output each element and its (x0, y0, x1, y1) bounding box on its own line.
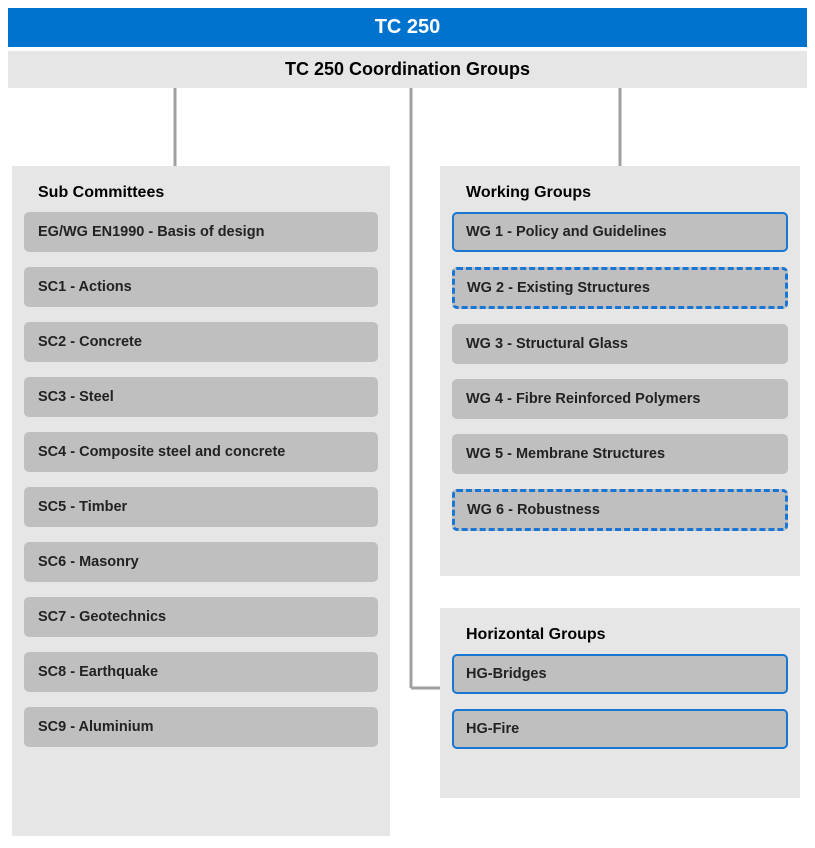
working-group-item-label: WG 6 - Robustness (467, 502, 600, 518)
horizontal-group-item-label: HG-Fire (466, 721, 519, 737)
coordination-title: TC 250 Coordination Groups (285, 59, 530, 79)
working-group-item-label: WG 1 - Policy and Guidelines (466, 224, 667, 240)
working-group-item-label: WG 5 - Membrane Structures (466, 446, 665, 462)
sub-committee-item: SC9 - Aluminium (24, 707, 378, 747)
sub-committee-item-label: SC3 - Steel (38, 389, 114, 405)
sub-committee-item: SC3 - Steel (24, 377, 378, 417)
sub-committee-item-label: SC7 - Geotechnics (38, 609, 166, 625)
sub-committee-item: SC7 - Geotechnics (24, 597, 378, 637)
panel-title-sub-committees: Sub Committees (24, 178, 378, 212)
panel-title-horizontal-groups: Horizontal Groups (452, 620, 788, 654)
sub-committee-item-label: SC5 - Timber (38, 499, 127, 515)
working-group-item: WG 4 - Fibre Reinforced Polymers (452, 379, 788, 419)
panel-title-working-groups: Working Groups (452, 178, 788, 212)
working-group-item: WG 2 - Existing Structures (452, 267, 788, 309)
panel-sub-committees: Sub Committees EG/WG EN1990 - Basis of d… (12, 166, 390, 836)
working-group-item-label: WG 3 - Structural Glass (466, 336, 628, 352)
sub-committee-item: SC4 - Composite steel and concrete (24, 432, 378, 472)
working-groups-list: WG 1 - Policy and Guidelines WG 2 - Exist… (452, 212, 788, 531)
sub-committee-item-label: SC8 - Earthquake (38, 664, 158, 680)
panel-working-groups: Working Groups WG 1 - Policy and Guideli… (440, 166, 800, 576)
sub-committee-item: SC8 - Earthquake (24, 652, 378, 692)
sub-committee-item-label: SC1 - Actions (38, 279, 132, 295)
sub-committee-item-label: SC4 - Composite steel and concrete (38, 444, 285, 460)
working-group-item-label: WG 2 - Existing Structures (467, 280, 650, 296)
sub-committees-list: EG/WG EN1990 - Basis of design SC1 - Acti… (24, 212, 378, 747)
working-group-item: WG 5 - Membrane Structures (452, 434, 788, 474)
sub-committee-item-label: SC6 - Masonry (38, 554, 139, 570)
coordination-bar: TC 250 Coordination Groups (8, 51, 807, 88)
horizontal-group-item-label: HG-Bridges (466, 666, 547, 682)
sub-committee-item-label: SC2 - Concrete (38, 334, 142, 350)
working-group-item: WG 3 - Structural Glass (452, 324, 788, 364)
sub-committee-item: SC2 - Concrete (24, 322, 378, 362)
horizontal-group-item: HG-Bridges (452, 654, 788, 694)
diagram-canvas: Sub Committees EG/WG EN1990 - Basis of d… (0, 88, 815, 848)
sub-committee-item-label: EG/WG EN1990 - Basis of design (38, 224, 264, 240)
working-group-item: WG 1 - Policy and Guidelines (452, 212, 788, 252)
horizontal-groups-list: HG-Bridges HG-Fire (452, 654, 788, 749)
panel-horizontal-groups: Horizontal Groups HG-Bridges HG-Fire (440, 608, 800, 798)
header-title: TC 250 (375, 16, 441, 38)
sub-committee-item: SC1 - Actions (24, 267, 378, 307)
sub-committee-item-label: SC9 - Aluminium (38, 719, 153, 735)
horizontal-group-item: HG-Fire (452, 709, 788, 749)
sub-committee-item: SC6 - Masonry (24, 542, 378, 582)
sub-committee-item: SC5 - Timber (24, 487, 378, 527)
working-group-item-label: WG 4 - Fibre Reinforced Polymers (466, 391, 700, 407)
header-bar: TC 250 (8, 8, 807, 47)
sub-committee-item: EG/WG EN1990 - Basis of design (24, 212, 378, 252)
working-group-item: WG 6 - Robustness (452, 489, 788, 531)
